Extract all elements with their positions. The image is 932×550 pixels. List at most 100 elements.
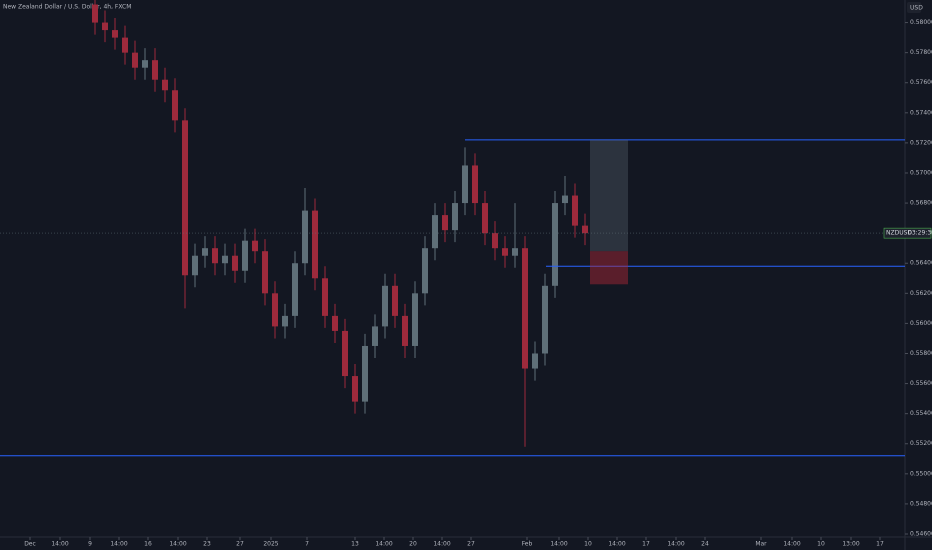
x-tick-label: 14:00 [51,541,68,548]
candle-body [212,248,218,264]
x-tick-label: 7 [305,541,309,548]
x-tick-label: 14:00 [375,541,392,548]
candle-body [522,248,528,369]
candle-body [462,165,468,204]
x-tick-label: 17 [876,541,884,548]
candle-body [92,4,98,23]
candle-body [372,326,378,346]
candle-body [222,255,228,264]
candle-body [502,248,508,256]
candle-body [322,278,328,316]
candle-body [302,210,308,264]
x-tick-label: 13:00 [842,541,859,548]
candle-body [172,90,178,121]
candle-body [532,353,538,369]
candle-body [432,215,438,249]
x-tick-label: 14:00 [608,541,625,548]
candle-body [382,285,388,327]
candle-body [182,120,188,276]
candle-body [552,203,558,286]
candle-body [572,195,578,226]
x-tick-label: 17 [642,541,650,548]
x-tick-label: 13 [351,541,359,548]
x-tick-label: 24 [701,541,709,548]
candle-body [402,315,408,346]
position-target [590,139,628,252]
price-label-box [883,227,932,239]
candle-body [542,285,548,354]
x-tick-label: Mar [755,541,767,548]
candle-body [362,345,368,402]
x-tick-label: 14:00 [783,541,800,548]
price-label-symbol: NZDUSD [886,230,912,237]
x-tick-label: 23 [203,541,211,548]
candle-body [442,215,448,231]
x-tick-label: 2025 [263,541,278,548]
candle-body [242,240,248,271]
candle-body [482,203,488,234]
x-tick-label: 10 [584,541,592,548]
candle-body [292,263,298,316]
position-stop [590,251,628,285]
x-tick-label: 20 [409,541,417,548]
candle-body [102,22,108,31]
candle-body [392,285,398,316]
candle-body [232,255,238,271]
currency: USD [910,5,923,12]
currency-box [907,2,921,13]
candle-body [342,330,348,377]
x-tick-label: 14:00 [433,541,450,548]
candle-body [472,165,478,204]
x-tick-label: 27 [236,541,244,548]
candle-body [412,293,418,346]
candle-body [422,248,428,294]
y-tick-label: 0.54600 [910,530,932,537]
x-tick-label: Feb [522,541,533,548]
candle-body [492,233,498,249]
candle-body [452,203,458,231]
chart-title: New Zealand Dollar / U.S. Dollar, 4h, FX… [3,4,131,11]
candle-body [122,37,128,53]
x-tick-label: 27 [467,541,475,548]
x-tick-label: 14:00 [667,541,684,548]
x-tick-label: Dec [24,541,36,548]
candle-body [132,52,138,68]
candle-body [192,255,198,276]
candle-body [262,251,268,294]
candle-body [142,60,148,68]
candle-body [272,293,278,327]
candle-body [162,79,168,91]
candle-body [112,30,118,38]
x-tick-label: 9 [88,541,92,548]
x-tick-label: 14:00 [110,541,127,548]
candle-body [152,60,158,80]
candle-body [562,195,568,204]
price-label-countdown: 03:29:31 [908,230,932,237]
candle-body [282,315,288,327]
candle-body [202,248,208,256]
candle-body [312,210,318,279]
x-tick-label: 14:00 [550,541,567,548]
x-tick-label: 16 [144,541,152,548]
x-tick-label: 14:00 [169,541,186,548]
candle-body [512,248,518,256]
x-tick-label: 10 [817,541,825,548]
